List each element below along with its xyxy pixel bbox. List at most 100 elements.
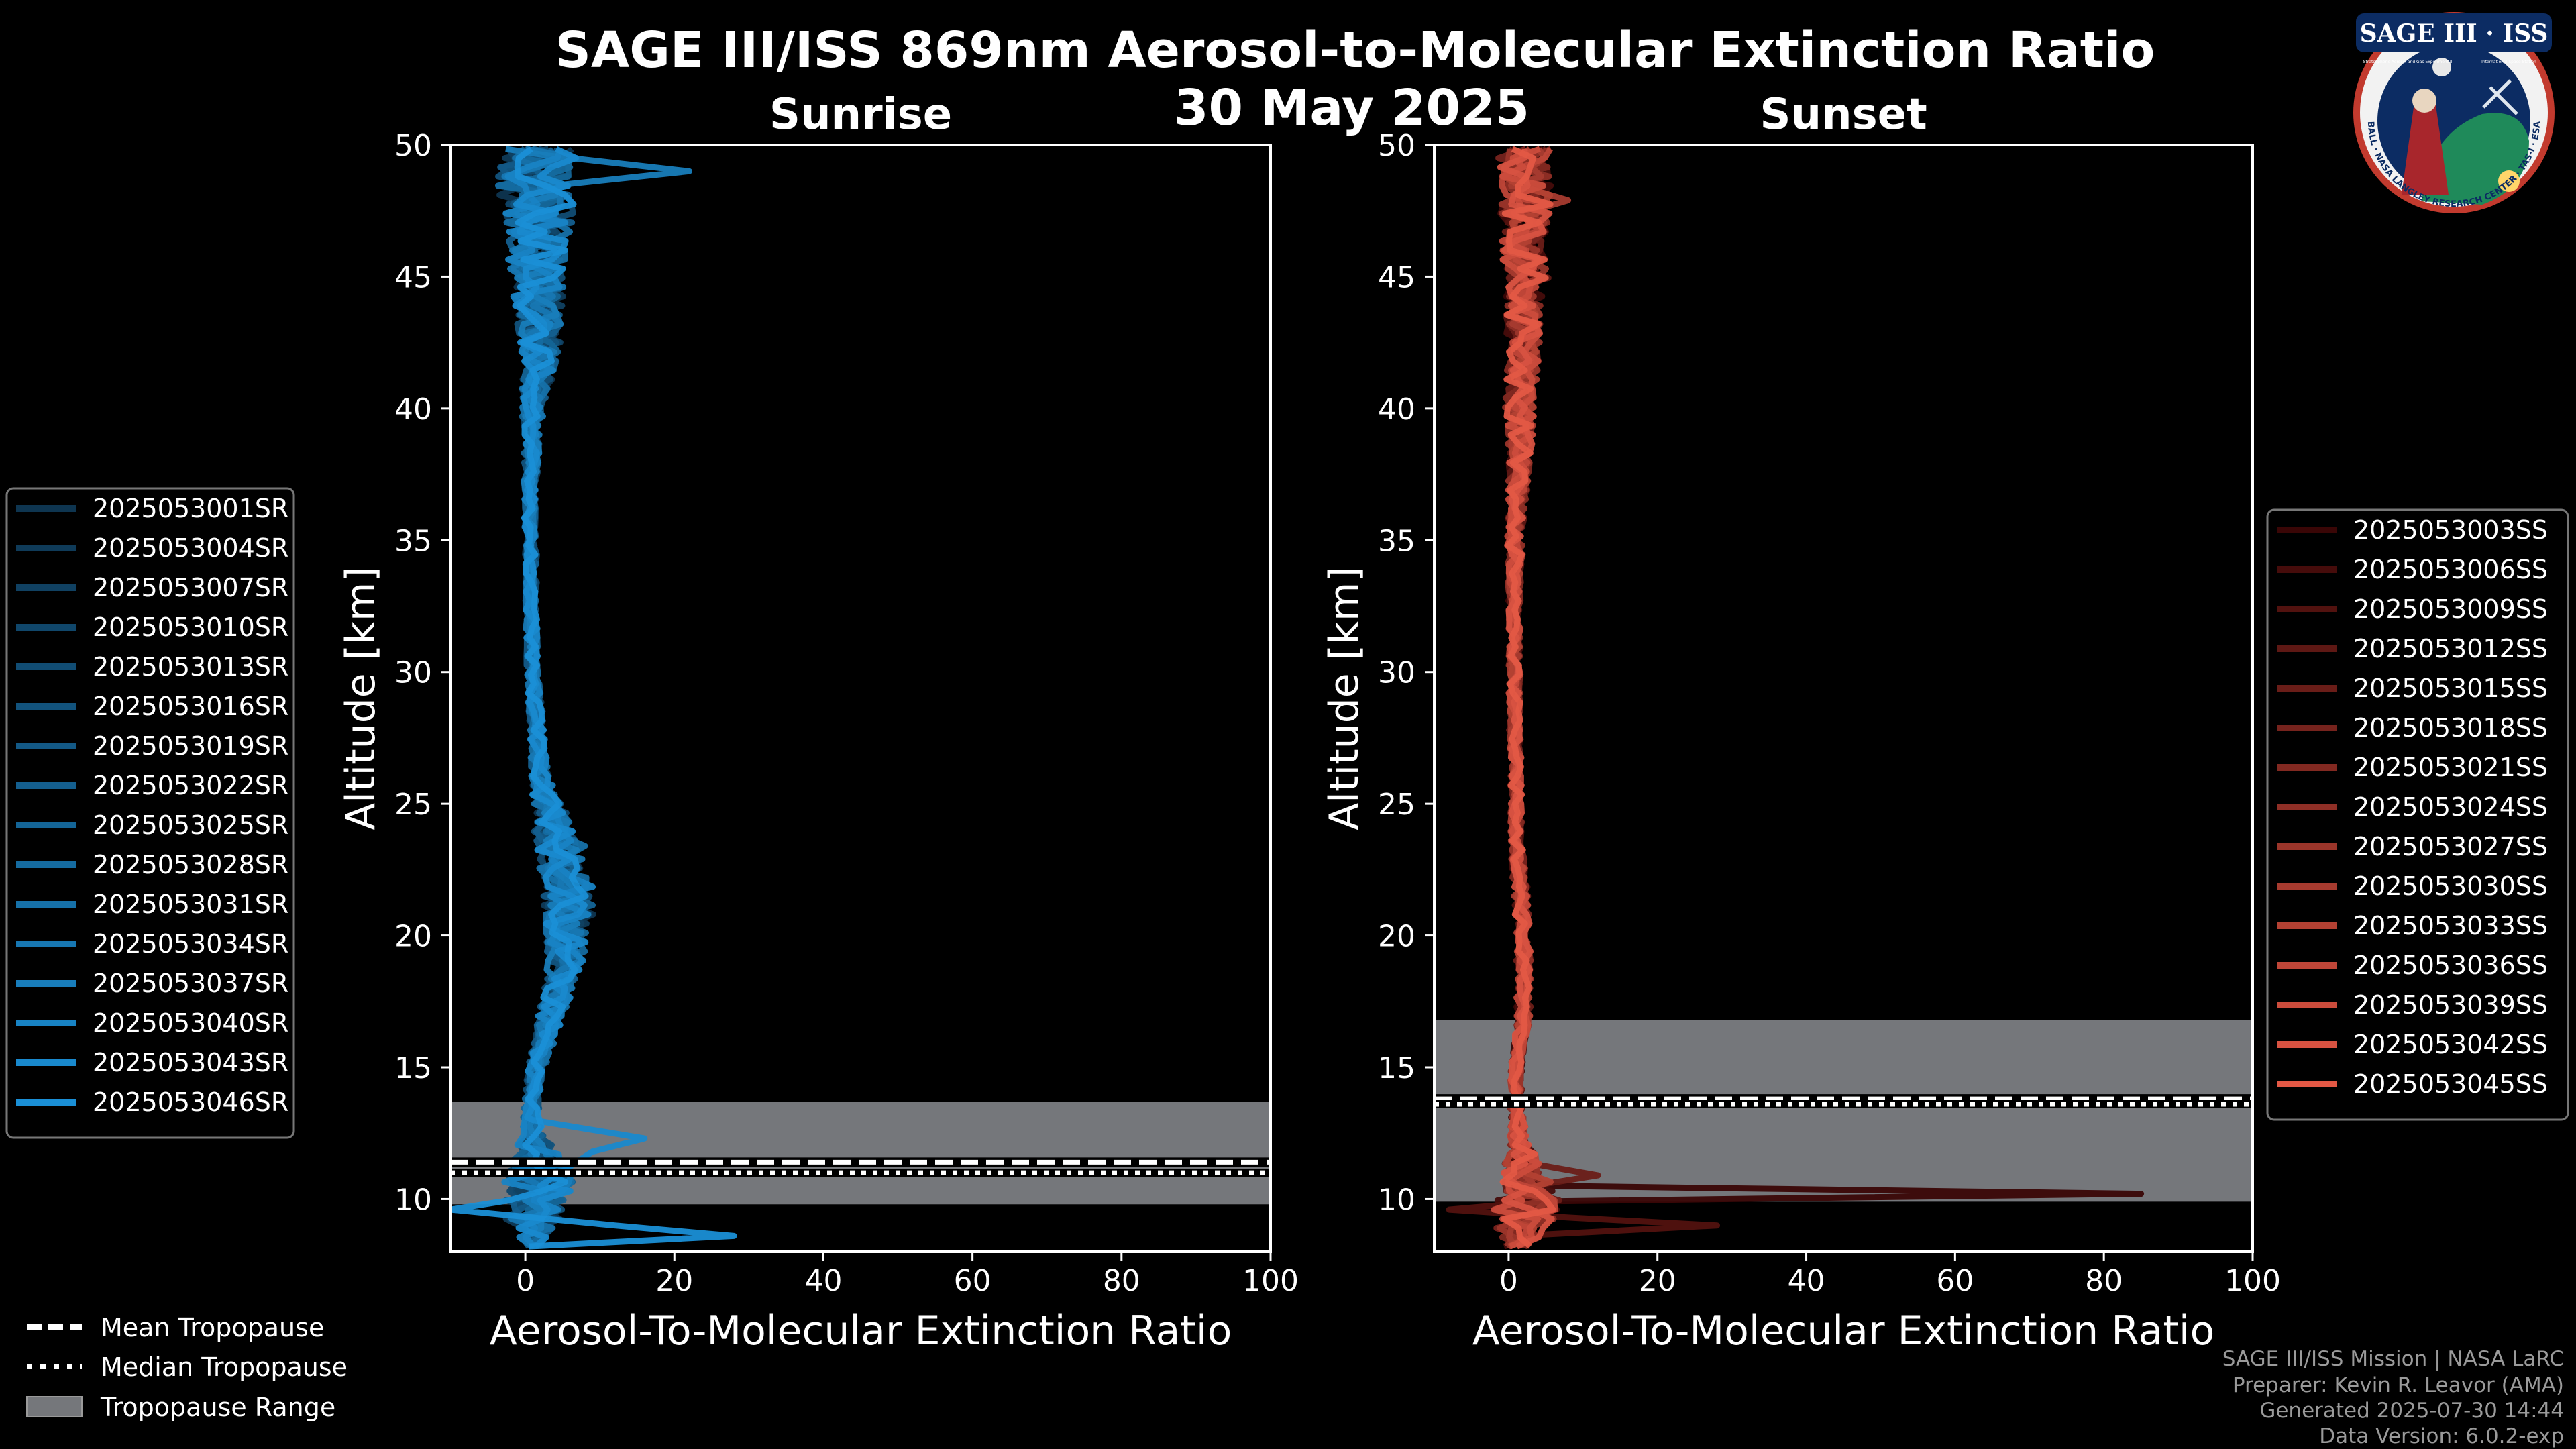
legend-label-2025053025SR: 2025053025SR [93, 810, 288, 840]
sunrise-ytick-label: 25 [394, 788, 432, 822]
sunset-ytick-label: 30 [1378, 656, 1415, 690]
sunset-plot-area [1434, 146, 2253, 1250]
legend-label-2025053016SR: 2025053016SR [93, 692, 288, 721]
logo-banner [2356, 13, 2552, 52]
legend-label-2025053019SR: 2025053019SR [93, 731, 288, 761]
credit-line-3: Generated 2025-07-30 14:44 [2259, 1399, 2564, 1423]
legend-label-2025053010SR: 2025053010SR [93, 612, 288, 642]
legend-label-2025053003SS: 2025053003SS [2353, 515, 2548, 545]
credit-line-1: SAGE III/ISS Mission | NASA LaRC [2222, 1347, 2564, 1371]
sunrise-xlabel: Aerosol-To-Molecular Extinction Ratio [490, 1307, 1232, 1354]
legend-label-2025053031SR: 2025053031SR [93, 890, 288, 919]
sunrise-ytick-label: 50 [394, 129, 432, 163]
legend-label-2025053012SS: 2025053012SS [2353, 634, 2548, 663]
sunrise-xtick-label: 20 [655, 1264, 693, 1298]
tropopause-range-label: Tropopause Range [100, 1393, 335, 1422]
sunrise-legend-frame [5, 487, 295, 1139]
figure-date: 30 May 2025 [1174, 79, 1529, 137]
median-tropopause-label: Median Tropopause [101, 1352, 347, 1382]
sunset-panel: Sunset 0 20 40 60 80 100 10 15 20 25 30 35 40 45 50 Aero… [1321, 90, 2281, 1354]
logo-subtitle-right: International Space Station [2481, 60, 2536, 64]
legend-label-2025053045SS: 2025053045SS [2353, 1069, 2548, 1099]
sunrise-xtick-label: 0 [516, 1264, 535, 1298]
sunset-axes-frame [1433, 144, 2254, 1253]
legend-label-2025053046SR: 2025053046SR [93, 1087, 288, 1117]
sunrise-ylabel: Altitude [km] [337, 566, 384, 830]
sunrise-xtick-label: 60 [954, 1264, 991, 1298]
sunset-panel-title: Sunset [1760, 90, 1927, 140]
sunset-xtick-label: 80 [2085, 1264, 2123, 1298]
series-line-2025053046SR [451, 146, 737, 1250]
sunrise-ytick-label: 45 [394, 260, 432, 294]
tropopause-range-swatch [26, 1396, 83, 1417]
sunset-ytick-label: 15 [1378, 1051, 1415, 1085]
legend-label-2025053040SR: 2025053040SR [93, 1008, 288, 1038]
sunrise-panel: Sunrise 0 20 40 60 80 100 10 15 20 25 30 35 40 45 50 Aer… [337, 90, 1299, 1354]
legend-label-2025053042SS: 2025053042SS [2353, 1030, 2548, 1059]
logo-wizard-head-icon [2412, 89, 2436, 113]
legend-label-2025053039SS: 2025053039SS [2353, 990, 2548, 1020]
legend-label-2025053006SS: 2025053006SS [2353, 555, 2548, 584]
sunset-xtick-label: 60 [1936, 1264, 1974, 1298]
sunset-legend: 2025053003SS 2025053006SS 2025053009SS 2025… [2266, 508, 2569, 1121]
logo-moon-icon [2432, 58, 2451, 76]
credit-line-4: Data Version: 6.0.2-exp [2319, 1424, 2564, 1448]
legend-label-2025053028SR: 2025053028SR [93, 850, 288, 879]
credits: SAGE III/ISS Mission | NASA LaRC Prepare… [2222, 1347, 2564, 1448]
legend-label-2025053004SR: 2025053004SR [93, 533, 288, 563]
sunset-xlabel: Aerosol-To-Molecular Extinction Ratio [1472, 1307, 2215, 1354]
mean-tropopause-label: Mean Tropopause [101, 1313, 324, 1342]
logo-wizard-icon [2402, 92, 2449, 195]
legend-label-2025053013SR: 2025053013SR [93, 652, 288, 682]
sage-iii-iss-logo: SAGE III · ISS Stratospheric Aerosol and… [2353, 12, 2555, 213]
sunrise-ytick-label: 40 [394, 392, 432, 427]
figure-title: SAGE III/ISS 869nm Aerosol-to-Molecular … [555, 21, 2155, 79]
logo-sun-icon [2498, 170, 2520, 192]
legend-label-2025053007SR: 2025053007SR [93, 573, 288, 602]
legend-label-2025053001SR: 2025053001SR [93, 494, 288, 523]
tropopause-legend: Mean Tropopause Median Tropopause Tropop… [26, 1313, 347, 1422]
sunset-ytick-label: 45 [1378, 260, 1415, 294]
sunset-ytick-label: 35 [1378, 524, 1415, 558]
sunrise-ytick-label: 10 [394, 1183, 432, 1217]
legend-label-2025053027SS: 2025053027SS [2353, 832, 2548, 861]
sunset-ytick-label: 20 [1378, 920, 1415, 954]
sunset-xtick-label: 20 [1639, 1264, 1676, 1298]
sunset-ytick-label: 40 [1378, 392, 1415, 427]
legend-label-2025053034SR: 2025053034SR [93, 929, 288, 959]
legend-label-2025053015SS: 2025053015SS [2353, 674, 2548, 703]
sunset-xtick-label: 100 [2224, 1264, 2281, 1298]
logo-station-icon [2482, 79, 2518, 115]
legend-label-2025053021SS: 2025053021SS [2353, 753, 2548, 782]
sunrise-xtick-label: 80 [1103, 1264, 1140, 1298]
legend-label-2025053018SS: 2025053018SS [2353, 713, 2548, 743]
legend-label-2025053030SS: 2025053030SS [2353, 871, 2548, 901]
logo-title: SAGE III · ISS [2360, 19, 2548, 48]
legend-label-2025053033SS: 2025053033SS [2353, 911, 2548, 941]
sunset-ylabel: Altitude [km] [1321, 566, 1368, 830]
sunset-ytick-label: 50 [1378, 129, 1415, 163]
sunrise-tropopause-range [451, 1102, 1271, 1205]
legend-label-2025053009SS: 2025053009SS [2353, 594, 2548, 624]
series-line-2025053045SS [1499, 146, 1556, 1249]
sunrise-legend: 2025053001SR 2025053004SR 2025053007SR 2025… [5, 487, 295, 1139]
sunrise-ytick-label: 30 [394, 656, 432, 690]
sunrise-ytick-label: 20 [394, 920, 432, 954]
sunset-xtick-label: 0 [1499, 1264, 1518, 1298]
credit-line-2: Preparer: Kevin R. Leavor (AMA) [2233, 1373, 2564, 1397]
sunrise-panel-title: Sunrise [769, 90, 952, 140]
sunset-ytick-label: 10 [1378, 1183, 1415, 1217]
sunrise-xtick-label: 100 [1242, 1264, 1299, 1298]
sunset-ytick-label: 25 [1378, 788, 1415, 822]
legend-label-2025053036SS: 2025053036SS [2353, 951, 2548, 980]
sunrise-ytick-label: 35 [394, 524, 432, 558]
logo-subtitle-left: Stratospheric Aerosol and Gas Experiment… [2363, 60, 2454, 64]
sunrise-xtick-label: 40 [804, 1264, 842, 1298]
legend-label-2025053024SS: 2025053024SS [2353, 792, 2548, 822]
sunset-tropopause-range [1434, 1020, 2253, 1202]
legend-label-2025053043SR: 2025053043SR [93, 1048, 288, 1077]
legend-label-2025053037SR: 2025053037SR [93, 969, 288, 998]
sunrise-ytick-label: 15 [394, 1051, 432, 1085]
sunrise-plot-area [451, 146, 1271, 1250]
